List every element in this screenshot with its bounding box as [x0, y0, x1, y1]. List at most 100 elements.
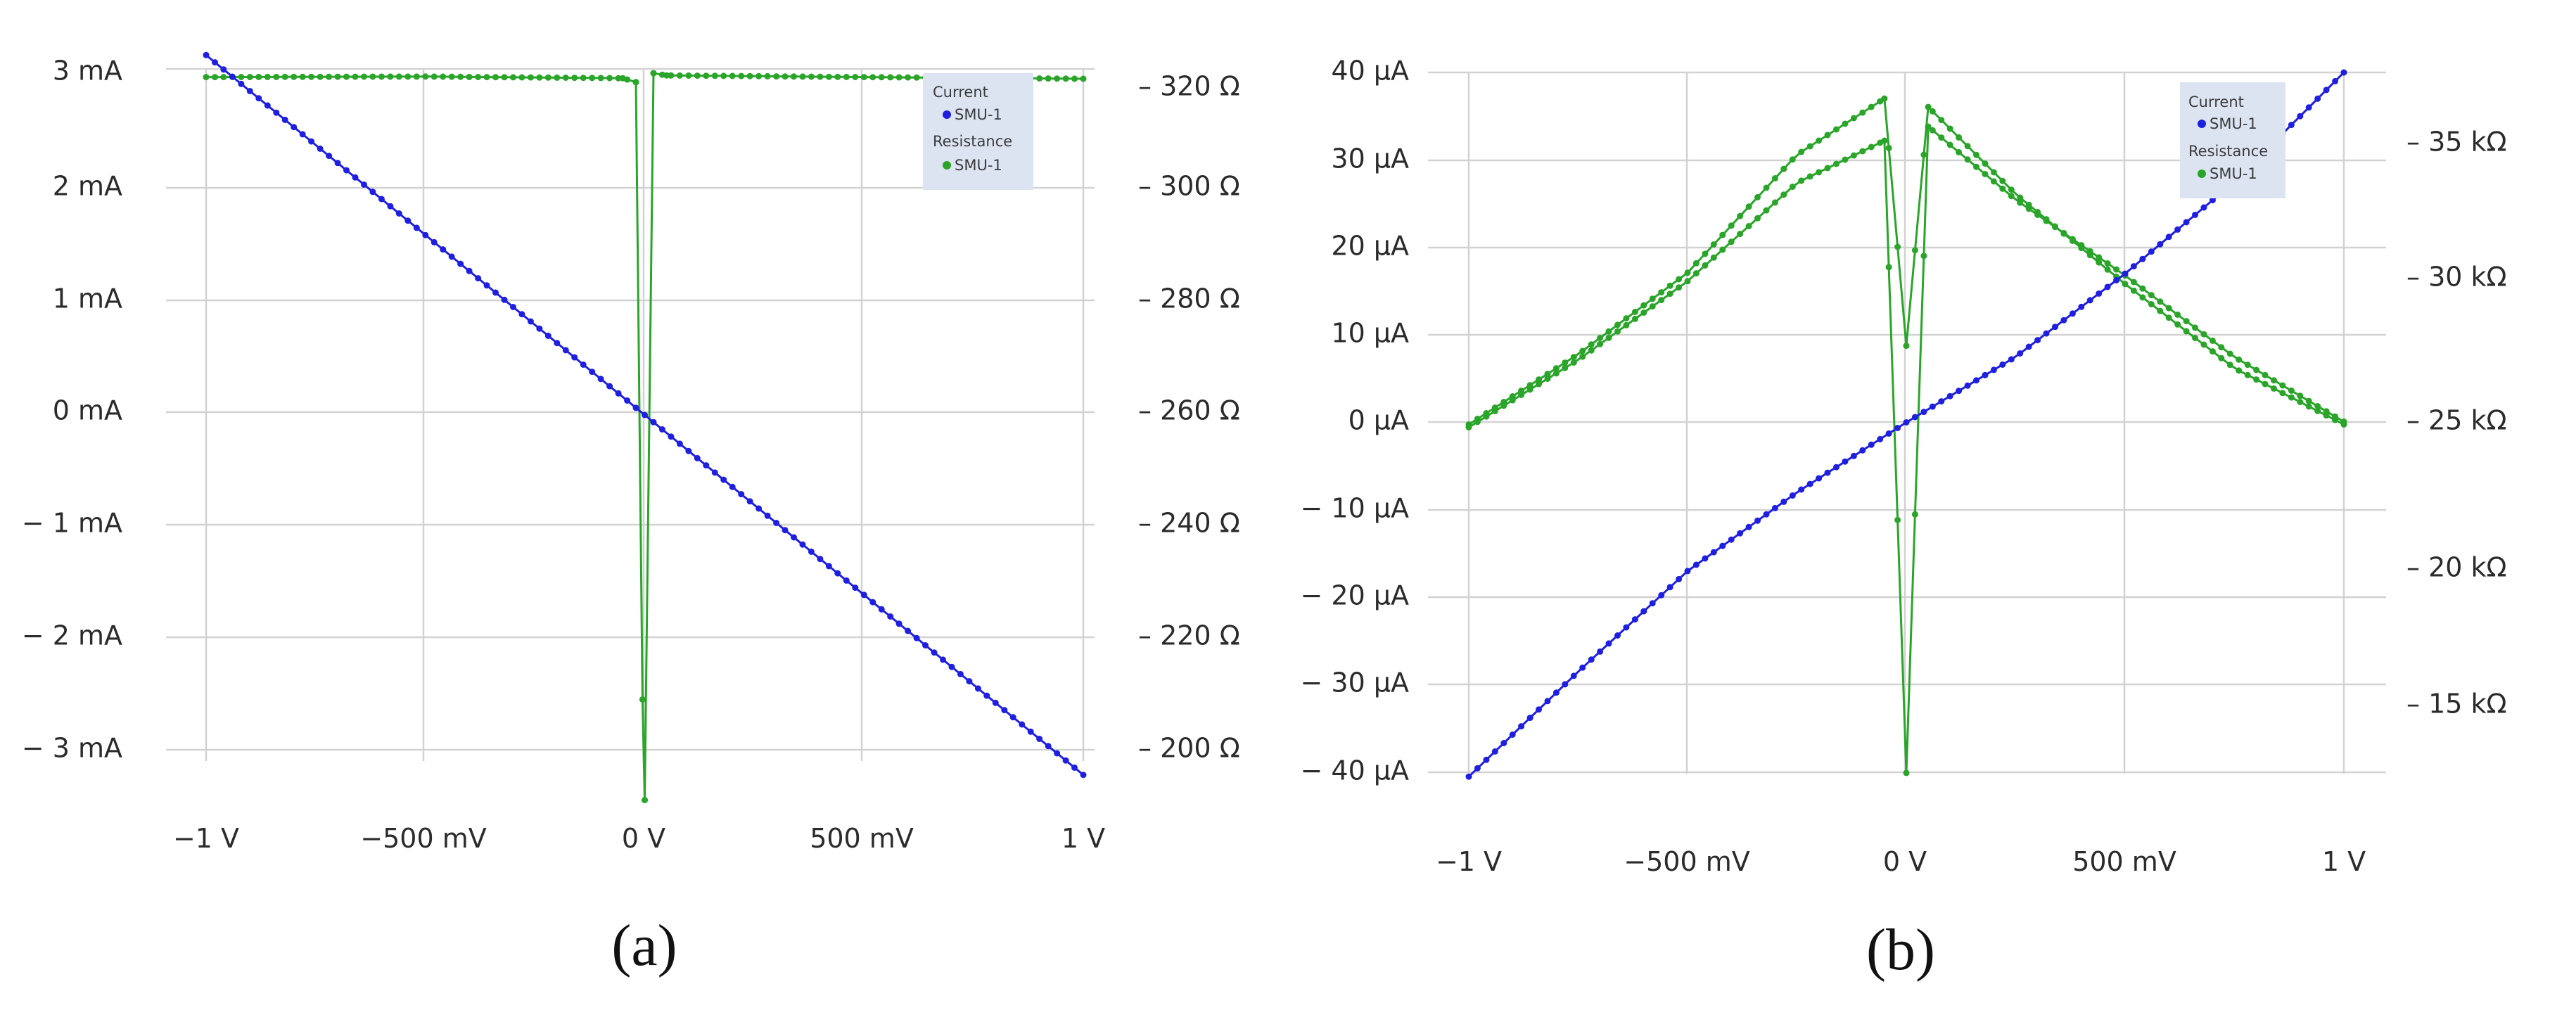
current-point: [1536, 706, 1542, 713]
resistance-point: [544, 74, 551, 81]
current-point: [1789, 492, 1796, 499]
legend-resistance-title-b: Resistance: [2188, 143, 2268, 160]
resistance-point: [1676, 276, 1683, 283]
resistance-point: [264, 73, 271, 80]
current-point: [589, 369, 596, 376]
resistance-point: [852, 74, 859, 80]
y-right-tick-b: – 15 kΩ: [2406, 689, 2507, 720]
resistance-point: [2104, 266, 2111, 273]
resistance-point: [2183, 318, 2190, 325]
resistance-point: [694, 72, 701, 79]
current-point: [642, 411, 648, 418]
current-point: [246, 88, 253, 94]
resistance-point: [1763, 184, 1770, 191]
current-point: [668, 433, 675, 440]
resistance-point: [1562, 364, 1569, 371]
resistance-point: [422, 73, 429, 80]
resistance-point: [220, 74, 227, 81]
y-right-tick-a: – 320 Ω: [1138, 71, 1240, 102]
current-point: [2165, 234, 2172, 241]
current-point: [2078, 303, 2085, 310]
resistance-point: [334, 73, 341, 80]
current-point: [1631, 616, 1638, 623]
resistance-point: [1588, 341, 1595, 348]
resistance-point: [2104, 260, 2111, 267]
resistance-point: [2262, 381, 2269, 388]
current-point: [1614, 632, 1621, 639]
resistance-point: [2288, 394, 2295, 401]
resistance-point: [1881, 137, 1888, 144]
current-point: [1868, 441, 1875, 448]
y-left-tick-a: 0 mA: [53, 395, 122, 426]
current-point: [378, 196, 385, 203]
resistance-point: [711, 72, 718, 79]
resistance-point: [1719, 231, 1726, 238]
resistance-point: [1036, 75, 1043, 82]
current-point: [1999, 361, 2006, 368]
resistance-point: [2174, 321, 2181, 328]
resistance-point: [2209, 337, 2216, 344]
current-point: [913, 634, 920, 641]
current-point: [255, 95, 262, 102]
resistance-point: [387, 73, 394, 80]
resistance-point: [2236, 356, 2243, 363]
resistance-point: [1929, 108, 1936, 115]
current-point: [1071, 764, 1078, 771]
current-point: [1036, 736, 1043, 742]
resistance-point: [1929, 127, 1936, 134]
resistance-point: [369, 73, 376, 80]
resistance-point: [1816, 169, 1823, 176]
current-point: [1833, 464, 1839, 471]
y-right-tick-a: – 220 Ω: [1138, 620, 1240, 651]
current-point: [860, 592, 867, 599]
resistance-point: [834, 73, 841, 80]
resistance-point: [2218, 354, 2225, 362]
current-point: [1526, 715, 1534, 722]
current-point: [791, 534, 797, 541]
y-right-tick-a: – 200 Ω: [1138, 733, 1240, 764]
x-tick-a: −500 mV: [360, 823, 486, 854]
resistance-point: [2226, 350, 2233, 357]
resistance-series-b: [1465, 95, 2347, 776]
resistance-point: [869, 74, 876, 81]
x-tick-b: 0 V: [1883, 846, 1927, 877]
resistance-point: [2148, 301, 2155, 307]
resistance-point: [1728, 222, 1735, 229]
resistance-point: [1544, 371, 1551, 378]
current-point: [869, 599, 876, 606]
x-tick-b: −1 V: [1436, 846, 1502, 877]
current-point: [1964, 382, 1971, 389]
current-point: [1518, 723, 1525, 730]
current-point: [1692, 561, 1700, 568]
resistance-point: [2200, 341, 2207, 348]
resistance-point: [1666, 290, 1673, 298]
y-right-tick-b: – 25 kΩ: [2406, 405, 2507, 436]
resistance-point: [738, 72, 745, 79]
resistance-point: [1631, 315, 1638, 322]
current-point: [2332, 77, 2339, 84]
resistance-point: [2078, 245, 2085, 252]
y-right-tick-b: – 20 kΩ: [2406, 552, 2507, 583]
current-point: [1483, 756, 1490, 763]
resistance-point: [255, 73, 262, 80]
resistance-point: [1526, 386, 1534, 393]
resistance-point: [1552, 365, 1560, 372]
resistance-point: [518, 74, 525, 81]
resistance-point: [1938, 117, 1945, 124]
resistance-point: [308, 73, 315, 80]
current-point: [1062, 757, 1069, 764]
current-point: [1045, 743, 1052, 750]
resistance-point: [773, 73, 780, 80]
resistance-point: [1536, 381, 1542, 388]
resistance-point: [2253, 376, 2260, 383]
x-tick-b: 500 mV: [2072, 846, 2176, 877]
current-point: [843, 577, 850, 584]
resistance-point: [1605, 334, 1612, 341]
resistance-point: [589, 75, 596, 82]
resistance-point: [2060, 230, 2067, 237]
current-point: [431, 238, 438, 245]
resistance-point: [1597, 335, 1604, 341]
current-point: [632, 404, 639, 411]
resistance-point: [2157, 298, 2164, 305]
current-point: [1027, 728, 1034, 735]
